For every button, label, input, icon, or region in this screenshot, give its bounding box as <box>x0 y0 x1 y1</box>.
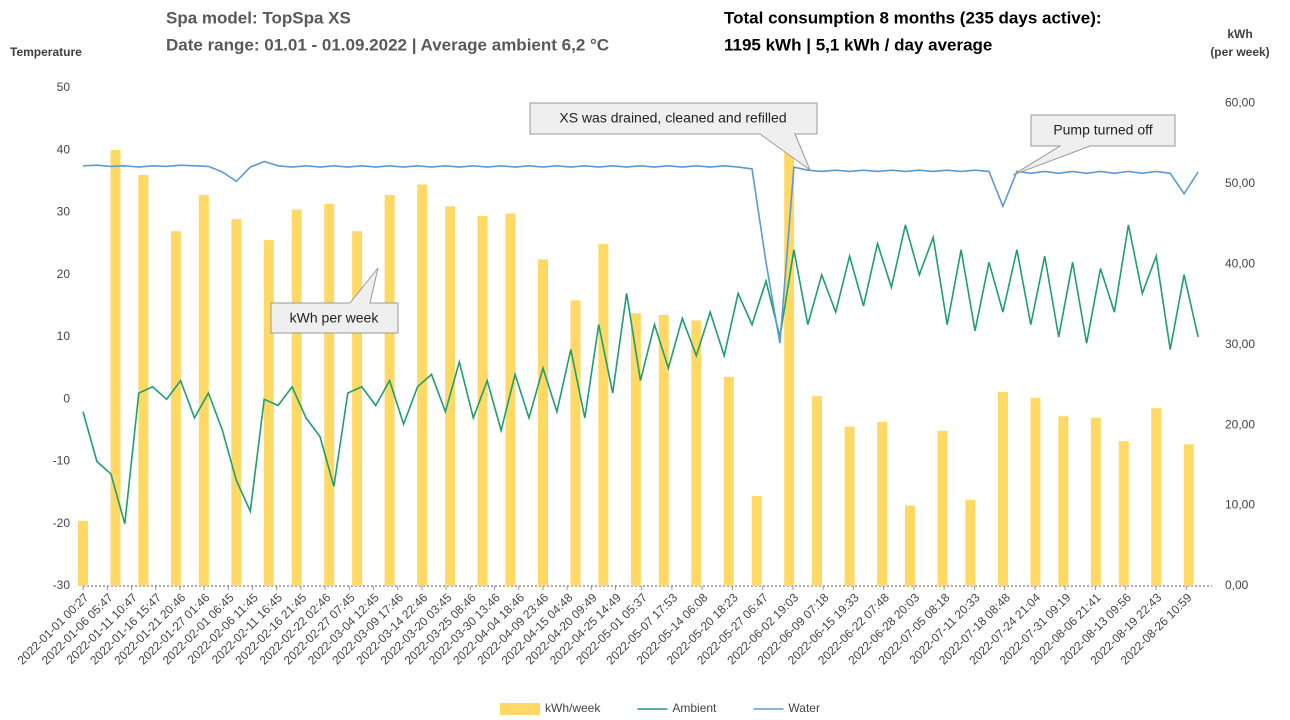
bar <box>1183 444 1194 586</box>
callout-box <box>529 102 818 172</box>
bar <box>537 259 548 586</box>
bar <box>965 499 976 586</box>
chart-title: Spa model: TopSpa XS <box>166 8 351 27</box>
bar <box>384 195 395 586</box>
y2-tick-label: 40,00 <box>1225 256 1255 270</box>
bar <box>170 231 181 586</box>
y2-tick-label: 0,00 <box>1225 578 1249 592</box>
callout: kWh per week <box>270 267 399 334</box>
bar <box>198 195 209 586</box>
legend: kWh/week Ambient Water <box>500 701 820 715</box>
y-tick-label: -30 <box>53 578 71 592</box>
y-tick-label: 30 <box>57 205 71 219</box>
annotation: kWh per week <box>290 310 380 326</box>
bar <box>263 240 274 586</box>
y2-axis-title: kWh <box>1227 27 1252 41</box>
y2-tick-label: 30,00 <box>1225 337 1255 351</box>
bar <box>570 300 581 586</box>
y2-tick-label: 10,00 <box>1225 498 1255 512</box>
bar <box>110 149 121 586</box>
legend-label: Water <box>788 701 820 715</box>
y-tick-label: 20 <box>57 267 71 281</box>
line <box>82 160 1199 344</box>
bar <box>751 495 762 586</box>
callout: Pump turned off <box>1012 114 1176 176</box>
y2-tick-label: 20,00 <box>1225 417 1255 431</box>
bar <box>937 430 948 586</box>
y2-tick-label: 50,00 <box>1225 176 1255 190</box>
y-tick-label: 40 <box>57 142 71 156</box>
y2-tick-label: 60,00 <box>1225 95 1255 109</box>
line <box>82 224 1199 525</box>
bar <box>723 376 734 586</box>
bar <box>477 215 488 586</box>
callout-box <box>1012 114 1176 176</box>
y-tick-label: -20 <box>53 516 71 530</box>
bar <box>324 203 335 586</box>
bar <box>877 421 888 586</box>
legend-label: kWh/week <box>545 701 601 715</box>
bar <box>78 520 88 586</box>
chart-subtitle: Date range: 01.01 - 01.09.2022 | Average… <box>166 35 609 54</box>
bar <box>905 505 916 586</box>
bar <box>598 244 609 586</box>
annotation: Pump turned off <box>1053 122 1152 138</box>
y-tick-label: 10 <box>57 329 71 343</box>
y-tick-label: 50 <box>57 80 71 94</box>
bar <box>231 219 242 586</box>
bar <box>812 396 823 586</box>
bar <box>138 174 149 586</box>
summary: Total consumption 8 months (235 days act… <box>724 8 1102 27</box>
bar <box>997 392 1008 586</box>
y-axis-title: Temperature <box>10 45 82 59</box>
callout-box <box>270 267 399 334</box>
y2-axis-title: (per week) <box>1210 45 1269 59</box>
bar <box>1118 441 1129 586</box>
summary: 1195 kWh | 5,1 kWh / day average <box>724 35 992 54</box>
bar <box>844 426 855 586</box>
bar <box>1090 417 1101 586</box>
bar <box>630 313 641 586</box>
callout: XS was drained, cleaned and refilled <box>529 102 818 172</box>
bar <box>1030 397 1041 586</box>
bar <box>1151 408 1162 586</box>
bar <box>352 231 363 586</box>
y-tick-label: -10 <box>53 454 71 468</box>
bar <box>1058 416 1069 586</box>
legend-swatch <box>500 703 540 715</box>
legend-label: Ambient <box>672 701 717 715</box>
y-tick-label: 0 <box>63 391 70 405</box>
annotation: XS was drained, cleaned and refilled <box>559 110 786 126</box>
plot-area: -30 -20 -10 0 10 20 30 40 50 0,00 10,00 20,00 30,00 4… <box>15 80 1256 667</box>
bar <box>505 213 516 586</box>
bar <box>784 103 795 586</box>
bar <box>691 320 702 586</box>
bar <box>658 314 669 586</box>
bar <box>417 184 428 586</box>
